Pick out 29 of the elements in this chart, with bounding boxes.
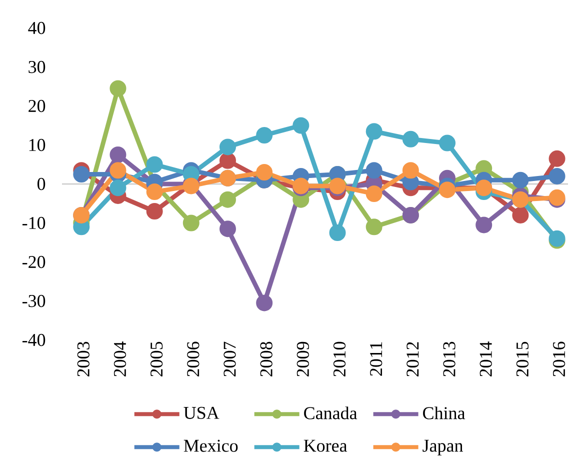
x-tick-label: 2013 (443, 342, 456, 376)
y-tick-label: -20 (22, 256, 46, 268)
legend-label: USA (184, 406, 220, 419)
legend-label: Canada (304, 406, 358, 420)
x-tick-label: 2006 (187, 342, 200, 376)
x-tick-label: 2015 (516, 342, 529, 376)
legend-label: Japan (422, 440, 464, 456)
legend-label: Korea (304, 440, 348, 452)
legend-label: Mexico (184, 440, 238, 452)
x-tick-label: 2011 (370, 342, 382, 376)
x-tick-label: 2010 (333, 342, 346, 376)
y-tick-label: -40 (22, 334, 46, 346)
y-tick-label: 30 (28, 60, 46, 74)
x-tick-label: 2005 (150, 342, 163, 376)
x-tick-label: 2004 (114, 341, 126, 376)
y-tick-label: 10 (29, 138, 46, 152)
x-tick-label: 2012 (406, 342, 419, 376)
x-tick-label: 2003 (77, 342, 90, 376)
y-tick-label: -10 (22, 216, 46, 230)
y-tick-label: 0 (37, 178, 46, 190)
y-tick-label: -30 (22, 294, 46, 308)
x-tick-label: 2007 (224, 342, 236, 376)
y-tick-label: 20 (28, 100, 46, 112)
x-tick-label: 2016 (552, 342, 566, 376)
x-tick-label: 2009 (296, 342, 309, 376)
y-tick-label: 40 (28, 22, 46, 34)
legend-label: China (423, 406, 466, 420)
x-tick-label: 2014 (480, 341, 492, 376)
x-tick-label: 2008 (260, 342, 272, 376)
